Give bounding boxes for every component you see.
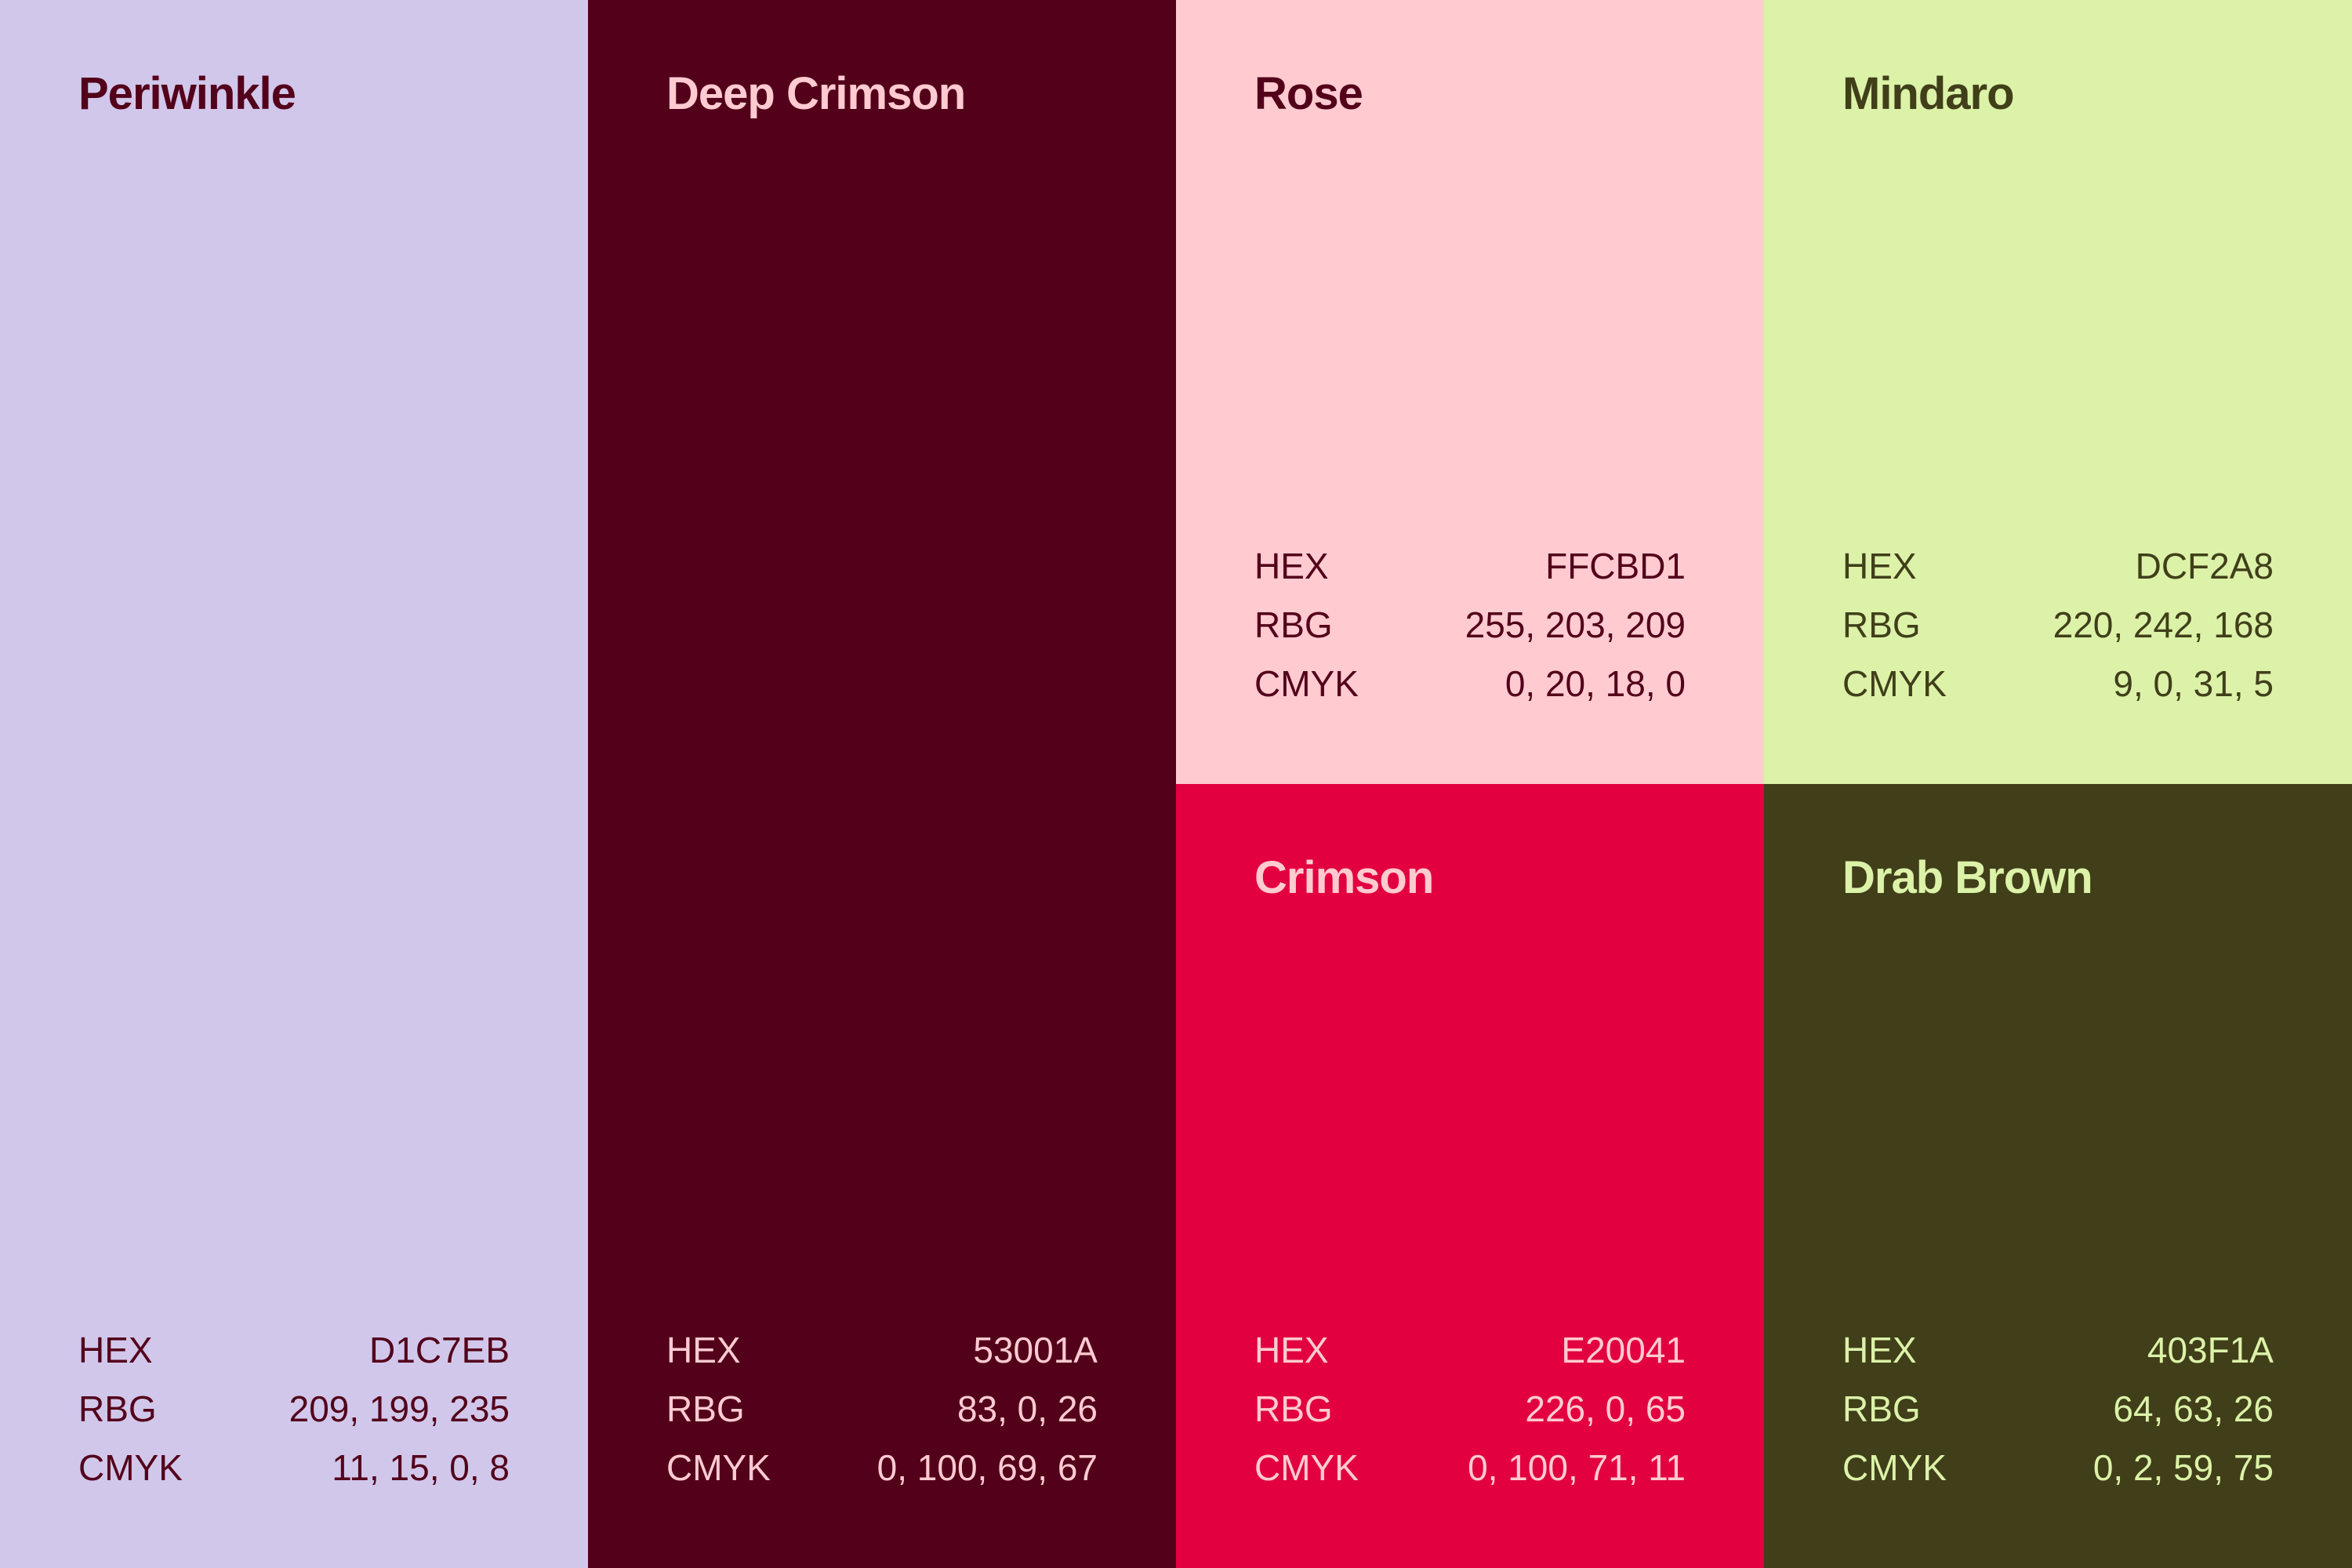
spec-row-hex: HEX E20041	[1254, 1321, 1686, 1380]
spec-label: RBG	[1254, 1388, 1333, 1429]
color-specs: HEX FFCBD1 RBG 255, 203, 209 CMYK 0, 20,…	[1254, 537, 1686, 713]
color-specs: HEX 53001A RBG 83, 0, 26 CMYK 0, 100, 69…	[666, 1321, 1098, 1497]
swatch-name: Periwinkle	[78, 68, 296, 119]
hex-value: 53001A	[973, 1330, 1098, 1370]
spec-row-rgb: RBG 64, 63, 26	[1842, 1380, 2274, 1439]
swatch-name: Rose	[1254, 68, 1363, 119]
hex-value: FFCBD1	[1545, 546, 1686, 586]
spec-label: RBG	[78, 1388, 157, 1429]
hex-value: E20041	[1561, 1330, 1686, 1370]
rgb-value: 209, 199, 235	[289, 1388, 510, 1429]
rgb-value: 226, 0, 65	[1525, 1388, 1686, 1429]
spec-label: CMYK	[78, 1447, 183, 1488]
swatch-crimson: Crimson HEX E20041 RBG 226, 0, 65 CMYK 0…	[1176, 784, 1764, 1568]
rgb-value: 220, 242, 168	[2053, 604, 2274, 645]
rgb-value: 83, 0, 26	[956, 1388, 1098, 1429]
spec-label: RBG	[1254, 604, 1333, 645]
swatch-name: Crimson	[1254, 852, 1434, 903]
spec-label: HEX	[1842, 546, 1917, 586]
color-specs: HEX D1C7EB RBG 209, 199, 235 CMYK 11, 15…	[78, 1321, 510, 1497]
color-specs: HEX E20041 RBG 226, 0, 65 CMYK 0, 100, 7…	[1254, 1321, 1686, 1497]
spec-row-rgb: RBG 209, 199, 235	[78, 1380, 510, 1439]
cmyk-value: 0, 100, 71, 11	[1468, 1447, 1686, 1488]
spec-row-cmyk: CMYK 0, 100, 69, 67	[666, 1439, 1098, 1497]
spec-label: CMYK	[1842, 1447, 1947, 1488]
spec-row-cmyk: CMYK 0, 100, 71, 11	[1254, 1439, 1686, 1497]
swatch-name: Mindaro	[1842, 68, 2015, 119]
spec-row-hex: HEX FFCBD1	[1254, 537, 1686, 596]
spec-label: CMYK	[666, 1447, 771, 1488]
hex-value: DCF2A8	[2135, 546, 2274, 586]
cmyk-value: 11, 15, 0, 8	[332, 1447, 510, 1488]
spec-label: CMYK	[1842, 663, 1947, 704]
cmyk-value: 9, 0, 31, 5	[2113, 663, 2274, 704]
swatch-name: Deep Crimson	[666, 68, 966, 119]
spec-label: HEX	[78, 1330, 153, 1370]
spec-label: HEX	[1842, 1330, 1917, 1370]
spec-label: HEX	[1254, 1330, 1329, 1370]
spec-row-hex: HEX 53001A	[666, 1321, 1098, 1380]
rgb-value: 255, 203, 209	[1465, 604, 1686, 645]
color-specs: HEX DCF2A8 RBG 220, 242, 168 CMYK 9, 0, …	[1842, 537, 2274, 713]
spec-label: HEX	[666, 1330, 741, 1370]
spec-row-cmyk: CMYK 0, 20, 18, 0	[1254, 655, 1686, 713]
spec-row-rgb: RBG 83, 0, 26	[666, 1380, 1098, 1439]
spec-label: CMYK	[1254, 1447, 1359, 1488]
spec-label: CMYK	[1254, 663, 1359, 704]
spec-row-rgb: RBG 255, 203, 209	[1254, 596, 1686, 655]
swatch-mindaro: Mindaro HEX DCF2A8 RBG 220, 242, 168 CMY…	[1764, 0, 2352, 784]
spec-row-hex: HEX 403F1A	[1842, 1321, 2274, 1380]
rgb-value: 64, 63, 26	[2113, 1388, 2274, 1429]
swatch-periwinkle: Periwinkle HEX D1C7EB RBG 209, 199, 235 …	[0, 0, 588, 1568]
spec-row-hex: HEX DCF2A8	[1842, 537, 2274, 596]
spec-label: RBG	[1842, 1388, 1921, 1429]
spec-row-hex: HEX D1C7EB	[78, 1321, 510, 1380]
spec-row-rgb: RBG 226, 0, 65	[1254, 1380, 1686, 1439]
cmyk-value: 0, 20, 18, 0	[1504, 663, 1686, 704]
swatch-deep-crimson: Deep Crimson HEX 53001A RBG 83, 0, 26 CM…	[588, 0, 1176, 1568]
spec-row-cmyk: CMYK 0, 2, 59, 75	[1842, 1439, 2274, 1497]
cmyk-value: 0, 100, 69, 67	[877, 1447, 1098, 1488]
swatch-rose: Rose HEX FFCBD1 RBG 255, 203, 209 CMYK 0…	[1176, 0, 1764, 784]
hex-value: 403F1A	[2147, 1330, 2274, 1370]
hex-value: D1C7EB	[369, 1330, 510, 1370]
swatch-drab-brown: Drab Brown HEX 403F1A RBG 64, 63, 26 CMY…	[1764, 784, 2352, 1568]
cmyk-value: 0, 2, 59, 75	[2092, 1447, 2274, 1488]
spec-label: RBG	[1842, 604, 1921, 645]
spec-row-cmyk: CMYK 9, 0, 31, 5	[1842, 655, 2274, 713]
spec-label: RBG	[666, 1388, 745, 1429]
spec-label: HEX	[1254, 546, 1329, 586]
color-specs: HEX 403F1A RBG 64, 63, 26 CMYK 0, 2, 59,…	[1842, 1321, 2274, 1497]
spec-row-rgb: RBG 220, 242, 168	[1842, 596, 2274, 655]
spec-row-cmyk: CMYK 11, 15, 0, 8	[78, 1439, 510, 1497]
swatch-name: Drab Brown	[1842, 852, 2093, 903]
